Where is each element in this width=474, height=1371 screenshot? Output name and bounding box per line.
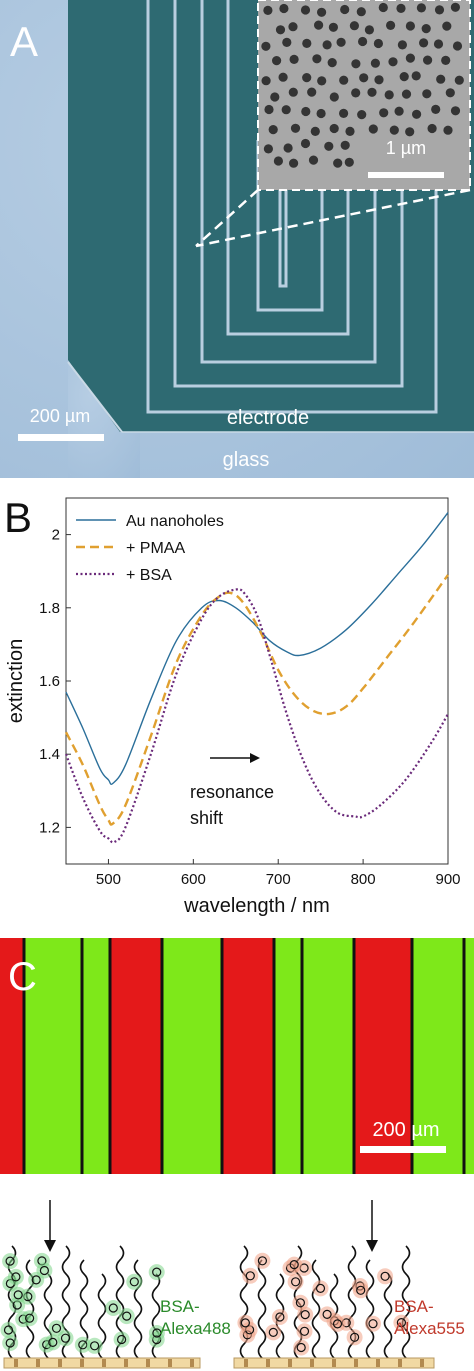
stripe-divider xyxy=(220,938,224,1174)
x-tick-label: 900 xyxy=(435,871,460,888)
panel-letter-b: B xyxy=(4,494,32,541)
panel-letter-c: C xyxy=(8,955,37,999)
inset-scale-label: 1 µm xyxy=(386,138,426,158)
stripe-red xyxy=(222,938,274,1174)
y-tick-label: 1.8 xyxy=(39,600,60,617)
extinction-chart: B 500 600 700 800 900 1.2 1.4 1.6 1.8 2 Au nanoho… xyxy=(4,494,461,917)
stripe-green xyxy=(162,938,222,1174)
stripe-green xyxy=(412,938,464,1174)
scale-bar-c xyxy=(360,1146,446,1153)
x-tick-label: 700 xyxy=(266,871,291,888)
stripe-divider xyxy=(462,938,466,1174)
annotation-resonance: resonance xyxy=(190,782,274,802)
legend-label-0: Au nanoholes xyxy=(126,513,224,530)
plot-frame xyxy=(65,497,449,865)
x-tick-label: 500 xyxy=(96,871,121,888)
fluorescence-panel: C 200 µm BSA- Alexa488 BSA- Alexa555 xyxy=(0,938,474,1369)
stripe-red xyxy=(0,938,24,1174)
surface-schematic xyxy=(0,1200,435,1369)
y-tick-label: 1.6 xyxy=(39,673,60,690)
stripe-divider xyxy=(108,938,112,1174)
stripe-divider xyxy=(352,938,356,1174)
stripe-green xyxy=(24,938,82,1174)
legend-label-1: + PMAA xyxy=(126,540,185,557)
label-bsa-alexa488-line2: Alexa488 xyxy=(160,1319,231,1338)
x-tick-label: 800 xyxy=(351,871,376,888)
stripe-green xyxy=(302,938,354,1174)
scale-label-a: 200 µm xyxy=(30,406,90,426)
electrode-micrograph: 1 µm A 200 µm electrode glass xyxy=(0,0,474,478)
fluorescence-stripes xyxy=(0,938,474,1174)
y-tick-label: 1.2 xyxy=(39,819,60,836)
stripe-divider xyxy=(22,938,26,1174)
series-line-0 xyxy=(65,512,449,785)
glass-label: glass xyxy=(223,449,270,471)
electrode-label: electrode xyxy=(227,407,309,429)
y-axis-label: extinction xyxy=(5,639,27,724)
x-tick-label: 600 xyxy=(181,871,206,888)
panel-b: B 500 600 700 800 900 1.2 1.4 1.6 1.8 2 Au nanoho… xyxy=(0,480,474,930)
scale-label-c: 200 µm xyxy=(372,1119,439,1141)
series-line-1 xyxy=(64,574,449,826)
shift-arrow-head xyxy=(250,753,260,763)
panel-c: C 200 µm BSA- Alexa488 BSA- Alexa555 xyxy=(0,938,474,1371)
annotation-shift: shift xyxy=(190,808,223,828)
scale-bar-a xyxy=(18,434,104,441)
stripe-divider xyxy=(80,938,84,1174)
stripe-divider xyxy=(272,938,276,1174)
label-bsa-alexa555-line1: BSA- xyxy=(394,1297,434,1316)
stripe-divider xyxy=(410,938,414,1174)
y-tick-label: 1.4 xyxy=(39,746,60,763)
sem-inset: 1 µm xyxy=(257,0,471,191)
stripe-red xyxy=(354,938,412,1174)
legend: Au nanoholes + PMAA + BSA xyxy=(76,513,224,584)
y-tick-label: 2 xyxy=(52,527,60,544)
stripe-divider xyxy=(160,938,164,1174)
inset-scale-bar xyxy=(368,172,444,178)
legend-label-2: + BSA xyxy=(126,567,172,584)
stripe-divider xyxy=(300,938,304,1174)
label-bsa-alexa555-line2: Alexa555 xyxy=(394,1319,465,1338)
panel-letter-a: A xyxy=(10,18,38,65)
stripe-green xyxy=(274,938,302,1174)
x-axis-label: wavelength / nm xyxy=(183,895,330,917)
label-bsa-alexa488-line1: BSA- xyxy=(160,1297,200,1316)
stripe-green xyxy=(464,938,474,1174)
stripe-red xyxy=(110,938,162,1174)
stripe-green xyxy=(82,938,110,1174)
panel-a: 1 µm A 200 µm electrode glass xyxy=(0,0,474,478)
